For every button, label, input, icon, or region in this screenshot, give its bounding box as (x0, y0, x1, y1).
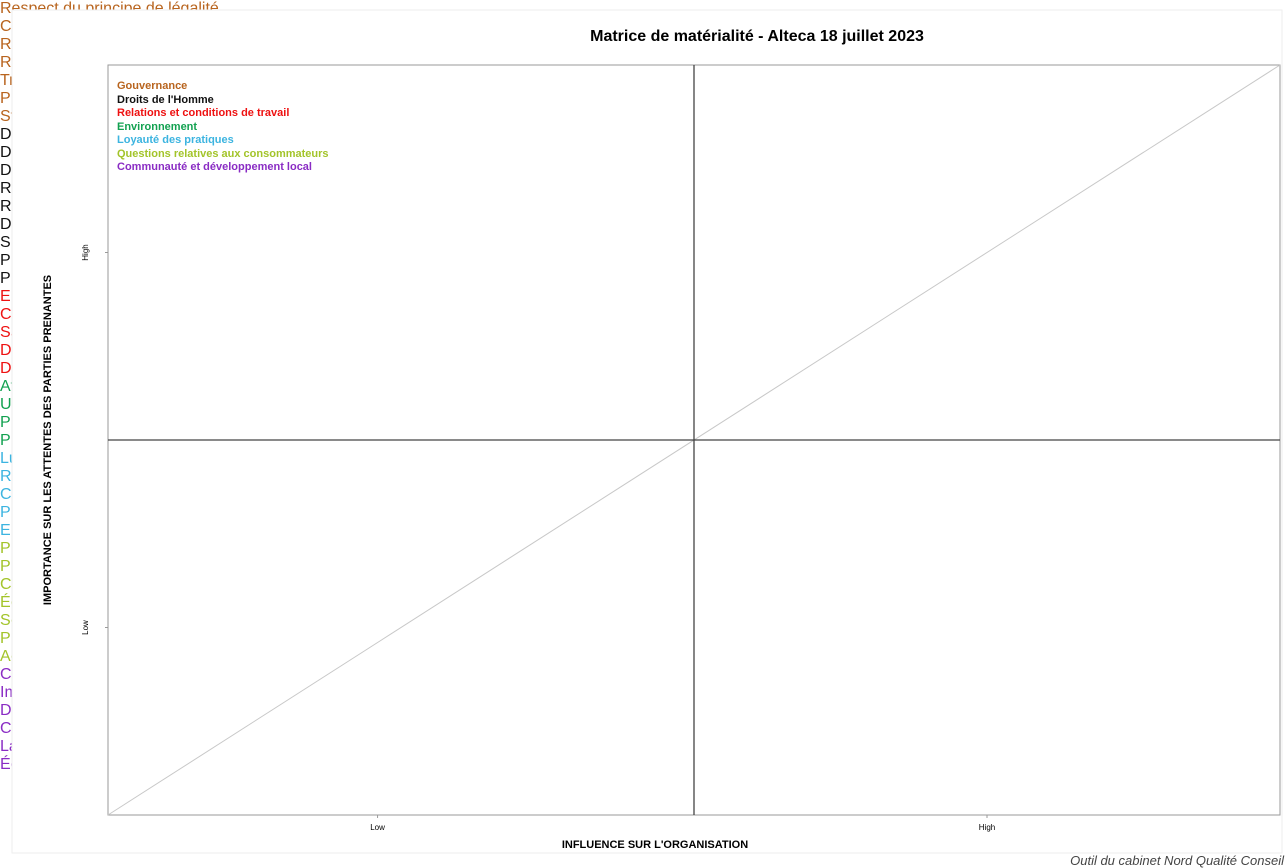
legend-entry: Environnement (117, 120, 198, 133)
legend-entry: Loyauté des pratiques (117, 134, 234, 146)
legend-entry: Gouvernance (117, 80, 188, 92)
y-tick-label: High (81, 244, 90, 260)
x-axis-title: INFLUENCE SUR L'ORGANISATION (562, 839, 748, 851)
source-note: Outil du cabinet Nord Qualité Conseil (1070, 853, 1284, 868)
x-tick-label: High (979, 823, 995, 832)
legend-entry: Relations et conditions de travail (117, 107, 290, 119)
chart-title: Matrice de matérialité - Alteca 18 juill… (590, 28, 924, 45)
legend-entry: Droits de l'Homme (117, 93, 214, 106)
legend-entry: Questions relatives aux consommateurs (117, 147, 329, 160)
x-tick-label: Low (370, 823, 385, 832)
y-tick-label: Low (81, 620, 90, 635)
legend: Gouvernance Droits de l'Homme Relations et… (117, 80, 329, 175)
chart-background (11, 9, 1283, 854)
y-axis-title: IMPORTANCE SUR LES ATTENTES DES PARTIES … (42, 275, 54, 605)
legend-entry: Communauté et développement local (117, 161, 312, 173)
